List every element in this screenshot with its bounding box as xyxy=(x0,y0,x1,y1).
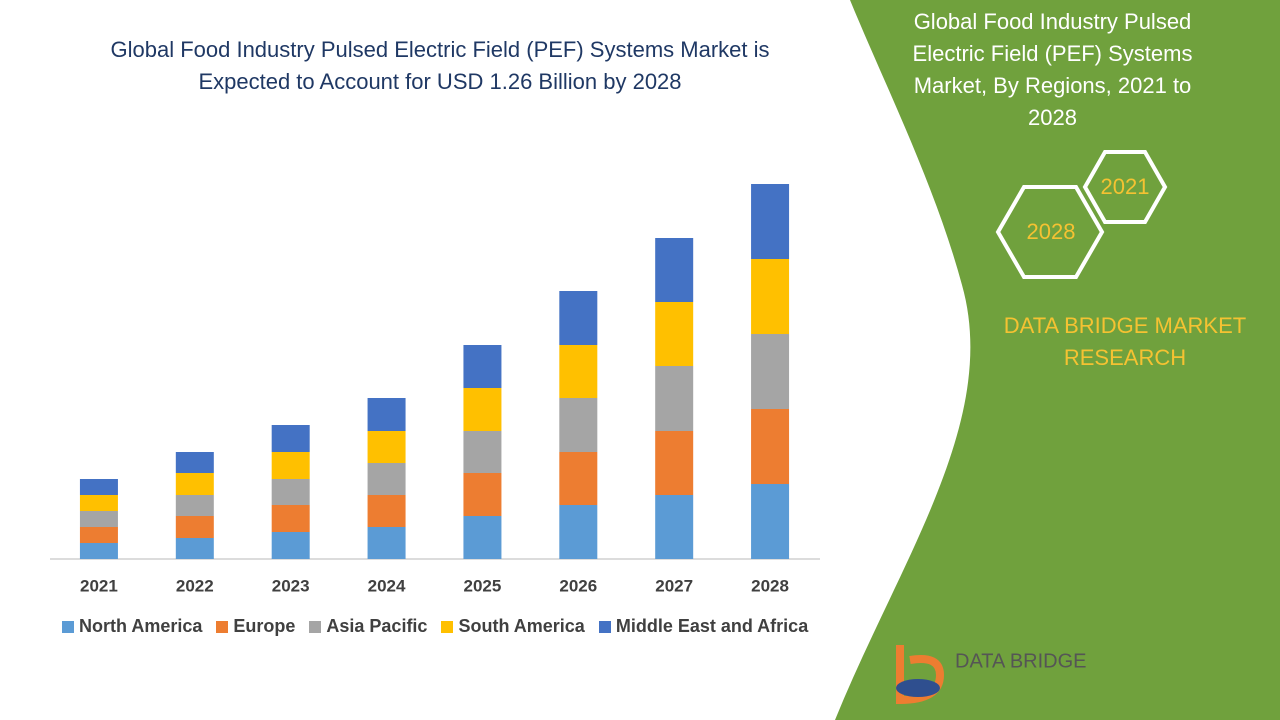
logo-text: DATA BRIDGE xyxy=(955,650,1087,672)
legend-swatch xyxy=(309,620,322,633)
bar-segment xyxy=(79,511,118,527)
bar-segment xyxy=(463,431,502,473)
bar-segment xyxy=(175,516,214,538)
x-tick-label: 2021 xyxy=(80,576,118,595)
bars xyxy=(79,184,790,559)
hexagon xyxy=(1082,150,1168,224)
chart-title: Global Food Industry Pulsed Electric Fie… xyxy=(110,37,770,94)
bar-segment xyxy=(271,532,310,559)
bar-segment xyxy=(559,452,598,505)
logo-icon xyxy=(896,679,940,697)
bar-segment xyxy=(79,527,118,543)
hex-label: 2028 xyxy=(1027,219,1076,244)
bar-segment xyxy=(271,505,310,532)
bar-segment xyxy=(367,527,406,559)
bar-segment xyxy=(655,495,694,559)
legend-item: North America xyxy=(62,616,202,637)
legend-swatch xyxy=(216,620,229,633)
logo-icon xyxy=(896,645,945,705)
bar-segment xyxy=(559,345,598,398)
bar-segment xyxy=(655,366,694,431)
bar-segment xyxy=(271,425,310,452)
x-tick-label: 2028 xyxy=(751,576,789,595)
bar-segment xyxy=(751,409,790,484)
bar-segment xyxy=(367,463,406,495)
bar-segment xyxy=(79,495,118,511)
bar-segment xyxy=(367,398,406,431)
brand-text: DATA BRIDGE MARKET RESEARCH xyxy=(1003,313,1247,370)
bar-segment xyxy=(751,334,790,409)
legend-label: Asia Pacific xyxy=(326,616,428,636)
bar-segment xyxy=(559,398,598,452)
x-tick-label: 2024 xyxy=(368,576,406,595)
side-panel xyxy=(835,0,1280,720)
hex-label: 2021 xyxy=(1101,174,1150,199)
legend-item: South America xyxy=(441,616,585,637)
x-tick-label: 2027 xyxy=(655,576,693,595)
bar-segment xyxy=(175,495,214,516)
bar-segment xyxy=(655,302,694,366)
bar-segment xyxy=(751,484,790,559)
x-tick-label: 2026 xyxy=(559,576,597,595)
bar-segment xyxy=(79,543,118,559)
legend-swatch xyxy=(598,620,611,633)
bar-segment xyxy=(655,431,694,495)
bar-segment xyxy=(271,452,310,479)
bar-segment xyxy=(751,259,790,334)
bar-segment xyxy=(271,479,310,505)
hexagon xyxy=(995,185,1105,279)
bar-segment xyxy=(655,238,694,302)
bar-segment xyxy=(175,452,214,473)
legend-label: North America xyxy=(79,616,203,636)
legend-label: Middle East and Africa xyxy=(615,616,809,636)
x-tick-label: 2023 xyxy=(272,576,310,595)
bar-segment xyxy=(367,431,406,463)
legend-item: Asia Pacific xyxy=(309,616,427,637)
bar-segment xyxy=(463,473,502,516)
legend-swatch xyxy=(62,620,74,633)
legend-label: Europe xyxy=(233,616,296,636)
x-tick-label: 2025 xyxy=(464,576,502,595)
bar-segment xyxy=(559,505,598,559)
x-tick-label: 2022 xyxy=(176,576,214,595)
panel-title: Global Food Industry Pulsed Electric Fie… xyxy=(912,9,1193,130)
bar-segment xyxy=(175,538,214,559)
bar-segment xyxy=(559,291,598,345)
legend-item: Europe xyxy=(216,616,295,637)
bar-segment xyxy=(79,479,118,495)
legend-label: South America xyxy=(458,616,585,636)
bar-segment xyxy=(463,345,502,388)
bar-segment xyxy=(463,516,502,559)
bar-segment xyxy=(463,388,502,431)
bar-segment xyxy=(175,473,214,495)
bar-segment xyxy=(367,495,406,527)
legend-item: Middle East and Africa xyxy=(598,616,809,637)
legend: North America Europe Asia Pacific South Ame… xyxy=(62,616,808,637)
legend-swatch xyxy=(441,620,454,633)
bar-segment xyxy=(751,184,790,259)
